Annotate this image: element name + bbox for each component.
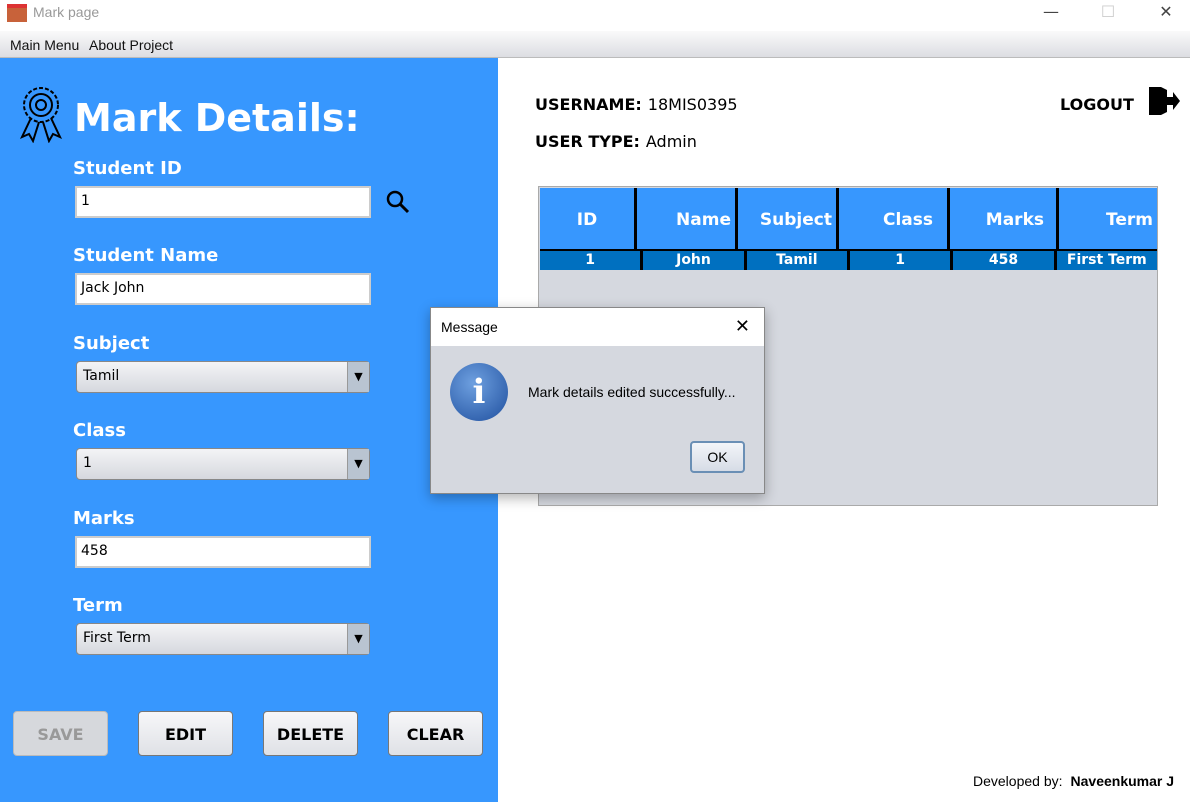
column-header-class[interactable]: Class <box>839 188 947 251</box>
class-value: 1 <box>83 455 92 471</box>
user-type-value: Admin <box>645 132 697 151</box>
class-label: Class <box>73 420 126 441</box>
maximize-button[interactable]: ☐ <box>1100 2 1116 21</box>
search-icon[interactable] <box>385 189 411 215</box>
mark-form-panel: Mark Details: Student ID 1 Student Name … <box>0 58 498 802</box>
page-title: Mark Details: <box>74 96 360 140</box>
cell-subject: Tamil <box>746 251 847 270</box>
student-name-input[interactable]: Jack John <box>75 273 371 305</box>
developer-name: Naveenkumar J <box>1070 773 1175 789</box>
term-select[interactable]: First Term ▼ <box>76 623 370 655</box>
info-icon: i <box>450 363 508 421</box>
column-header-name[interactable]: Name <box>637 188 735 251</box>
footer: Developed by: Naveenkumar J <box>973 773 1174 789</box>
minimize-button[interactable]: — <box>1043 2 1059 21</box>
chevron-down-icon[interactable]: ▼ <box>347 449 369 479</box>
message-dialog: Message ✕ i Mark details edited successf… <box>430 307 765 494</box>
column-header-subject[interactable]: Subject <box>738 188 836 251</box>
user-type-label: USER TYPE: <box>535 132 640 151</box>
dialog-title: Message <box>431 308 764 346</box>
username-label: USERNAME: <box>535 95 642 114</box>
term-label: Term <box>73 595 123 616</box>
cell-id: 1 <box>540 251 641 270</box>
column-header-term[interactable]: Term <box>1059 188 1157 251</box>
student-id-label: Student ID <box>73 158 182 179</box>
dialog-message: Mark details edited successfully... <box>528 384 736 400</box>
cell-name: John <box>643 251 744 270</box>
user-type-info: USER TYPE: Admin <box>535 132 697 151</box>
class-select[interactable]: 1 ▼ <box>76 448 370 480</box>
dialog-close-button[interactable]: ✕ <box>734 316 750 337</box>
column-header-marks[interactable]: Marks <box>950 188 1056 251</box>
cell-class: 1 <box>849 251 951 270</box>
username-value: 18MIS0395 <box>647 95 738 114</box>
save-button[interactable]: SAVE <box>13 711 108 756</box>
table-header: ID Name Subject Class Marks Term <box>540 188 1157 251</box>
edit-button[interactable]: EDIT <box>138 711 233 756</box>
marks-input[interactable]: 458 <box>75 536 371 568</box>
subject-select[interactable]: Tamil ▼ <box>76 361 370 393</box>
ok-button[interactable]: OK <box>690 441 745 473</box>
chevron-down-icon[interactable]: ▼ <box>347 624 369 654</box>
menu-about-project[interactable]: About Project <box>89 37 174 53</box>
delete-button[interactable]: DELETE <box>263 711 358 756</box>
table-row[interactable]: 1 John Tamil 1 458 First Term <box>540 249 1157 270</box>
logout-button[interactable]: LOGOUT <box>1060 95 1134 114</box>
column-header-id[interactable]: ID <box>540 188 634 251</box>
term-value: First Term <box>83 630 151 646</box>
cell-marks: 458 <box>953 251 1054 270</box>
subject-label: Subject <box>73 333 150 354</box>
menu-main-menu[interactable]: Main Menu <box>10 37 80 53</box>
close-button[interactable]: ✕ <box>1159 2 1173 21</box>
username-info: USERNAME: 18MIS0395 <box>535 95 738 114</box>
cell-term: First Term <box>1056 251 1157 270</box>
student-name-label: Student Name <box>73 245 219 266</box>
window-title: Mark page <box>33 4 100 20</box>
menu-bar: Main Menu About Project <box>0 31 1190 58</box>
student-id-input[interactable]: 1 <box>75 186 371 218</box>
title-bar: Mark page — ☐ ✕ <box>0 0 1190 30</box>
marks-table: ID Name Subject Class Marks Term 1 John … <box>538 186 1158 506</box>
school-icon <box>7 4 27 22</box>
marks-label: Marks <box>73 508 135 529</box>
clear-button[interactable]: CLEAR <box>388 711 483 756</box>
chevron-down-icon[interactable]: ▼ <box>347 362 369 392</box>
logout-icon[interactable] <box>1147 85 1181 117</box>
award-ribbon-icon <box>19 87 63 143</box>
developed-by-label: Developed by: <box>973 773 1063 789</box>
subject-value: Tamil <box>83 368 120 384</box>
